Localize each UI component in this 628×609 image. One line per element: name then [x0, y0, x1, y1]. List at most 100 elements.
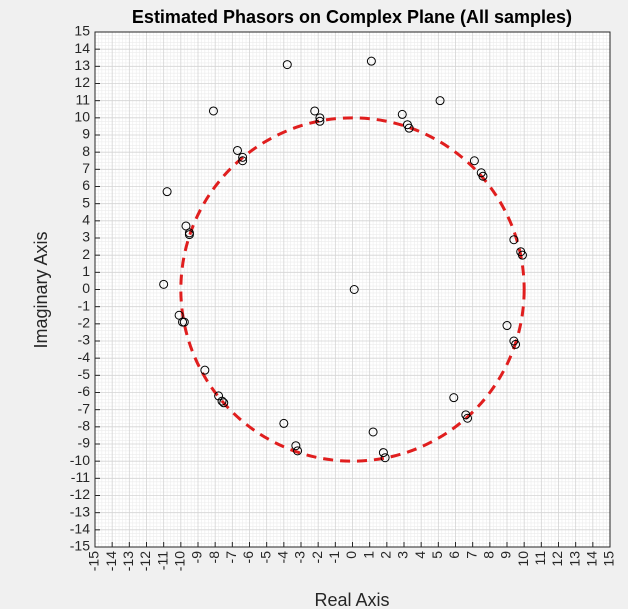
phasor-point [232, 145, 242, 155]
points-layer [159, 56, 527, 463]
phasor-point [200, 365, 210, 375]
y-tick-label: 0 [82, 280, 90, 296]
phasor-point [517, 250, 527, 260]
y-tick-label: -5 [78, 366, 91, 382]
x-tick-label: 5 [429, 551, 445, 559]
x-tick-label: -2 [309, 551, 325, 564]
y-tick-label: -4 [78, 349, 91, 365]
y-tick-label: 13 [74, 57, 90, 73]
x-tick-label: 13 [566, 551, 582, 567]
x-tick-label: -12 [137, 551, 153, 571]
phasor-point [179, 317, 189, 327]
phasor-point [238, 156, 248, 166]
phasor-point [349, 285, 359, 294]
x-tick-label: -5 [257, 551, 273, 564]
phasor-point [315, 113, 325, 123]
x-tick-label: 10 [515, 551, 531, 567]
y-tick-label: 9 [82, 126, 90, 142]
x-axis-label: Real Axis [314, 590, 389, 609]
phasor-point [463, 413, 473, 423]
phasor-point [217, 396, 227, 406]
phasor-point [378, 448, 388, 458]
phasor-point [478, 171, 488, 181]
y-tick-label: -9 [78, 435, 91, 451]
x-tick-label: -10 [172, 551, 188, 571]
y-tick-label: 10 [74, 109, 90, 125]
y-tick-label: 11 [75, 91, 90, 107]
y-tick-label: 2 [82, 246, 90, 262]
y-tick-label: -1 [78, 297, 91, 313]
y-tick-label: 6 [82, 177, 90, 193]
x-tick-label: 12 [549, 551, 565, 567]
phasor-point [159, 279, 169, 289]
reference-circle-layer [179, 116, 526, 463]
phasor-point [279, 418, 289, 428]
y-tick-label: -11 [71, 469, 90, 485]
x-tick-label: 4 [412, 551, 428, 559]
major-grid [94, 31, 611, 548]
x-tick-label: 3 [395, 551, 411, 559]
y-tick-label: 1 [82, 263, 90, 279]
phasor-point [469, 156, 479, 166]
phasor-point [380, 453, 390, 463]
y-tick-label: -10 [70, 452, 90, 468]
phasor-point [219, 398, 229, 408]
y-tick-label: 4 [82, 212, 90, 228]
y-tick-label: 5 [82, 194, 90, 210]
phasor-point [291, 441, 301, 451]
phasor-point [404, 123, 414, 133]
phasor-point [310, 106, 320, 116]
y-tick-label: 3 [82, 229, 90, 245]
phasor-point [184, 230, 194, 240]
phasor-point [502, 321, 512, 331]
x-tick-label: 1 [360, 551, 376, 559]
x-tick-label: -14 [103, 551, 119, 571]
x-tick-label: -1 [326, 551, 342, 564]
phasor-point [315, 116, 325, 126]
x-tick-label: -3 [292, 551, 308, 564]
y-tick-label: -8 [78, 418, 91, 434]
x-tick-label: 11 [532, 551, 548, 566]
x-tick-label: -11 [154, 551, 170, 570]
y-tick-label: 12 [74, 74, 90, 90]
x-tick-label: -9 [189, 551, 205, 564]
y-tick-labels: -15-14-13-12-11-10-9-8-7-6-5-4-3-2-10123… [70, 23, 100, 554]
phasor-point [449, 393, 459, 403]
phasor-point [511, 339, 521, 349]
x-tick-label: 7 [463, 551, 479, 559]
x-tick-label: 6 [446, 551, 462, 559]
y-tick-label: -12 [70, 486, 90, 502]
x-tick-label: 0 [343, 551, 359, 559]
y-tick-label: 14 [74, 40, 90, 56]
y-tick-label: -2 [78, 315, 91, 331]
phasor-point [208, 106, 218, 116]
phasor-point [368, 427, 378, 437]
x-tick-label: 14 [584, 551, 600, 567]
phasor-point [435, 96, 445, 106]
y-tick-label: -3 [78, 332, 91, 348]
phasor-point [282, 60, 292, 70]
y-tick-label: 15 [74, 23, 90, 39]
y-tick-label: -7 [78, 400, 91, 416]
x-tick-label: -8 [206, 551, 222, 564]
phasor-point [238, 152, 248, 162]
y-tick-label: -14 [70, 521, 90, 537]
phasor-point [162, 187, 172, 197]
x-tick-labels: -15 -14 -13 -12 -11 -10 -9 -8 -7 -6 -5 -4 -3 -2 -1 0 1 2 3… [86, 542, 617, 571]
x-tick-label: -7 [223, 551, 239, 564]
phasor-point [366, 56, 376, 66]
phasor-point [397, 109, 407, 119]
x-tick-label: 8 [481, 551, 497, 559]
chart-title: Estimated Phasors on Complex Plane (All … [132, 7, 572, 27]
x-tick-label: 9 [498, 551, 514, 559]
reference-circle [179, 116, 526, 463]
x-tick-label: 15 [601, 551, 617, 567]
x-tick-label: -13 [120, 551, 136, 571]
x-tick-label: 2 [378, 551, 394, 559]
y-tick-label: 7 [82, 160, 90, 176]
phasor-point [293, 446, 303, 456]
y-axis-label: Imaginary Axis [31, 231, 51, 348]
y-tick-label: -6 [78, 383, 91, 399]
y-tick-label: 8 [82, 143, 90, 159]
